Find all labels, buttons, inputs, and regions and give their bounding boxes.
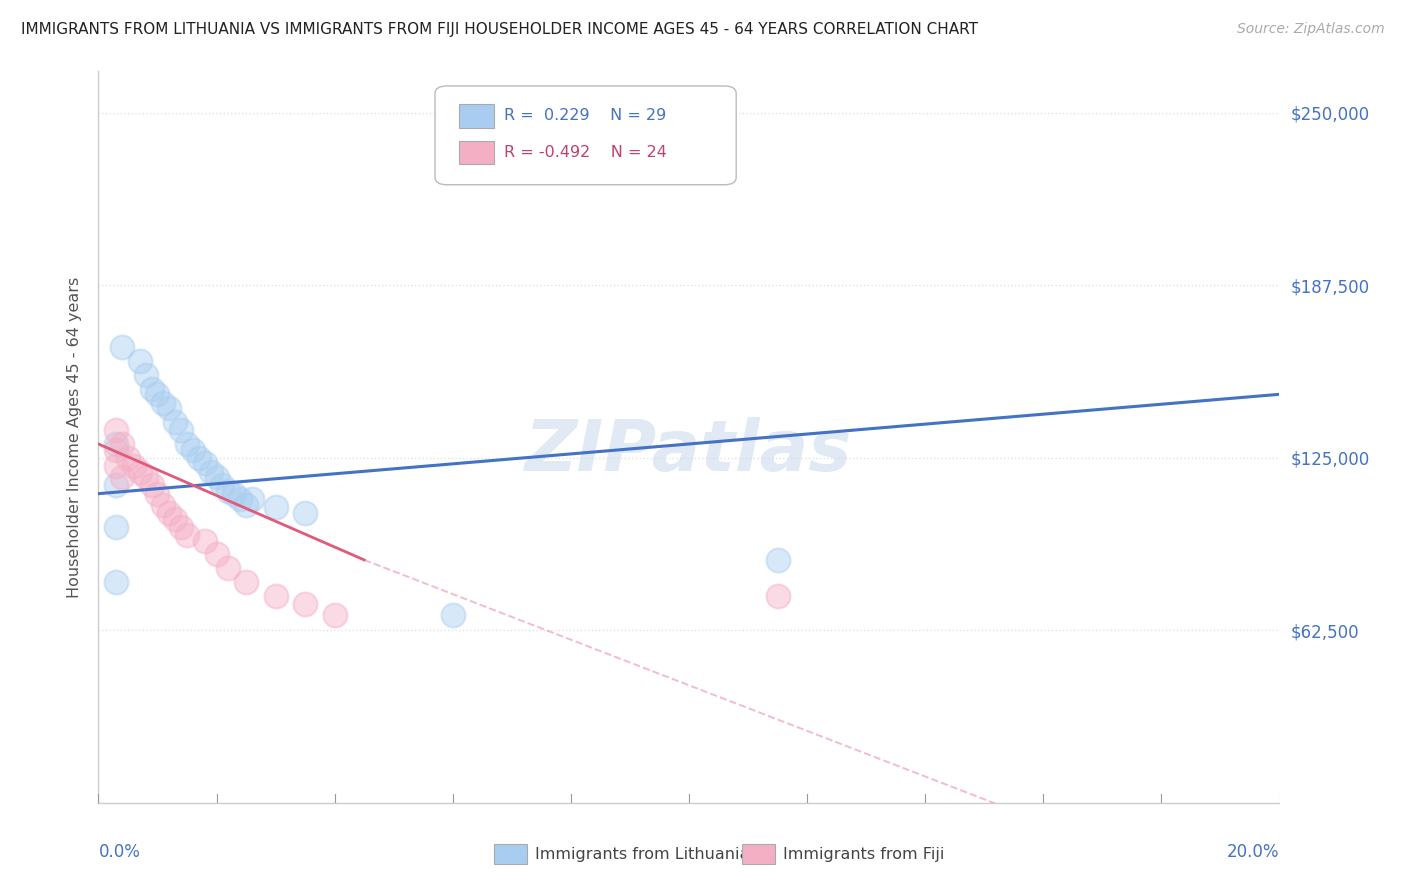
Point: [766, 553, 789, 567]
Point: [152, 498, 174, 512]
Point: [105, 442, 128, 457]
Point: [135, 368, 157, 382]
Text: ZIPatlas: ZIPatlas: [526, 417, 852, 486]
Text: IMMIGRANTS FROM LITHUANIA VS IMMIGRANTS FROM FIJI HOUSEHOLDER INCOME AGES 45 - 6: IMMIGRANTS FROM LITHUANIA VS IMMIGRANTS …: [21, 22, 979, 37]
Point: [146, 486, 169, 500]
Point: [105, 478, 128, 492]
Point: [187, 450, 209, 465]
Point: [165, 415, 187, 429]
Point: [229, 492, 252, 507]
Point: [294, 506, 316, 520]
Text: Immigrants from Lithuania: Immigrants from Lithuania: [536, 847, 749, 862]
Bar: [458, 141, 494, 164]
Point: [176, 437, 198, 451]
Point: [111, 340, 134, 354]
Point: [105, 520, 128, 534]
Point: [205, 470, 228, 484]
Point: [105, 458, 128, 473]
Text: 20.0%: 20.0%: [1227, 843, 1279, 861]
Point: [181, 442, 204, 457]
Point: [105, 574, 128, 589]
Point: [157, 506, 180, 520]
Point: [264, 589, 287, 603]
Point: [217, 483, 239, 498]
Point: [194, 456, 217, 470]
Point: [224, 486, 246, 500]
Point: [194, 533, 217, 548]
Text: Immigrants from Fiji: Immigrants from Fiji: [783, 847, 945, 862]
Point: [766, 589, 789, 603]
Point: [117, 450, 139, 465]
Text: R =  0.229    N = 29: R = 0.229 N = 29: [503, 109, 666, 123]
Point: [211, 478, 233, 492]
Point: [122, 458, 145, 473]
Point: [176, 528, 198, 542]
Point: [441, 608, 464, 623]
Point: [294, 597, 316, 611]
Point: [235, 574, 257, 589]
Bar: [742, 844, 775, 864]
Point: [323, 608, 346, 623]
Point: [170, 520, 193, 534]
Point: [141, 382, 163, 396]
Point: [105, 437, 128, 451]
Point: [205, 548, 228, 562]
FancyBboxPatch shape: [434, 86, 737, 185]
Point: [165, 511, 187, 525]
Point: [135, 470, 157, 484]
Point: [111, 437, 134, 451]
Point: [170, 423, 193, 437]
Bar: [458, 104, 494, 128]
Point: [217, 561, 239, 575]
Text: Source: ZipAtlas.com: Source: ZipAtlas.com: [1237, 22, 1385, 37]
Bar: [494, 844, 527, 864]
Point: [264, 500, 287, 515]
Point: [128, 465, 150, 479]
Point: [235, 498, 257, 512]
Point: [141, 478, 163, 492]
Point: [200, 465, 222, 479]
Point: [240, 492, 263, 507]
Point: [146, 387, 169, 401]
Text: 0.0%: 0.0%: [98, 843, 141, 861]
Point: [152, 395, 174, 409]
Y-axis label: Householder Income Ages 45 - 64 years: Householder Income Ages 45 - 64 years: [67, 277, 83, 598]
Text: R = -0.492    N = 24: R = -0.492 N = 24: [503, 145, 666, 160]
Point: [111, 470, 134, 484]
Point: [105, 423, 128, 437]
Point: [128, 354, 150, 368]
Point: [157, 401, 180, 416]
